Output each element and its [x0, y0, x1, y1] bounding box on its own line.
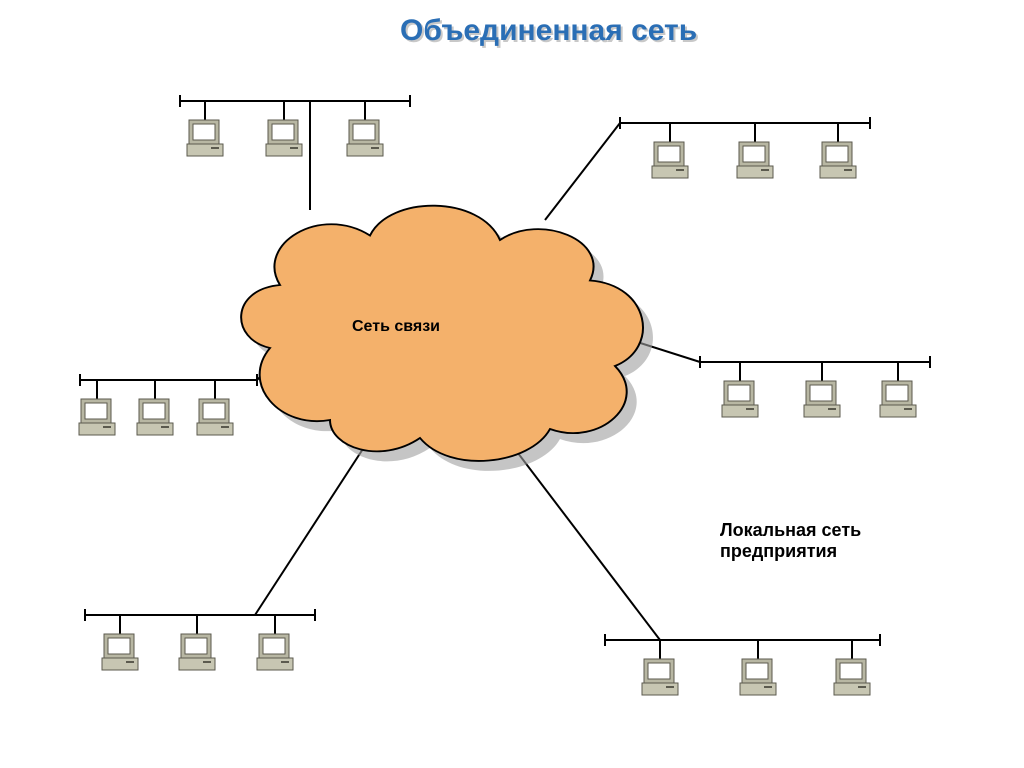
computer-icon — [347, 120, 383, 156]
computer-icon — [187, 120, 223, 156]
computer-icon — [266, 120, 302, 156]
computer-icon — [880, 381, 916, 417]
computer-icon — [197, 399, 233, 435]
computer-icon — [652, 142, 688, 178]
computer-icon — [722, 381, 758, 417]
cloud-label: Сеть связи — [352, 318, 440, 336]
computer-icon — [740, 659, 776, 695]
computer-icon — [179, 634, 215, 670]
computer-icon — [804, 381, 840, 417]
annotation-label: Локальная сеть предприятия — [720, 520, 861, 562]
computer-icon — [820, 142, 856, 178]
computer-icon — [834, 659, 870, 695]
diagram-svg — [0, 0, 1024, 768]
computer-icon — [79, 399, 115, 435]
diagram-canvas: Объединенная сеть Сеть связи Локальная с… — [0, 0, 1024, 768]
computer-icon — [642, 659, 678, 695]
computer-icon — [257, 634, 293, 670]
computer-icon — [737, 142, 773, 178]
computer-icon — [102, 634, 138, 670]
computer-icon — [137, 399, 173, 435]
